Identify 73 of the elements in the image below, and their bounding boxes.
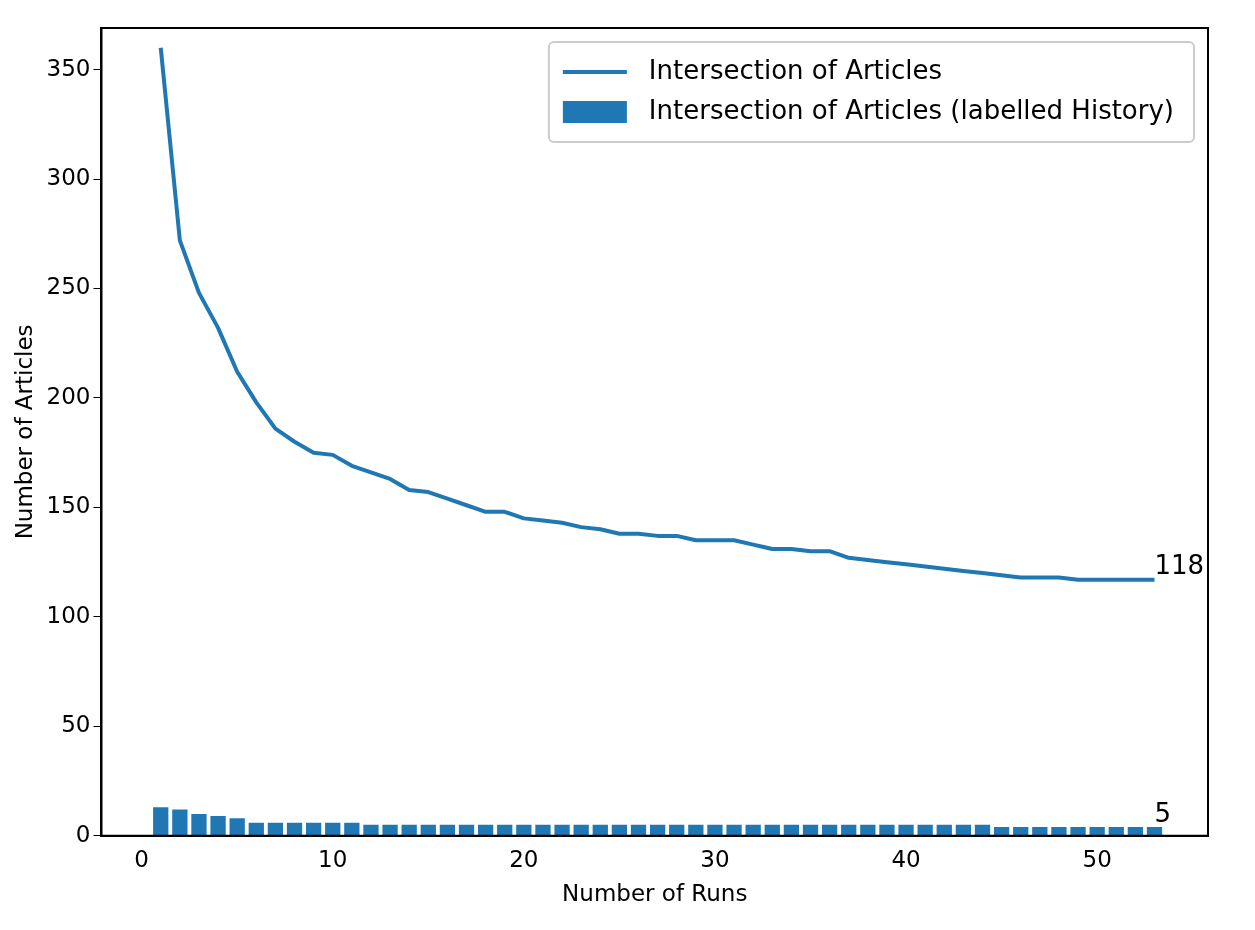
bar [1127, 827, 1144, 836]
bar [764, 824, 780, 836]
y-tick-label: 250 [46, 273, 91, 300]
y-tick-label: 0 [75, 820, 91, 847]
bar [1032, 827, 1048, 836]
y-tick-label: 200 [46, 382, 91, 409]
bar [1051, 827, 1067, 836]
bar [1108, 827, 1124, 836]
x-axis-title: Number of Runs [562, 880, 748, 907]
bar [726, 824, 742, 836]
bar [305, 822, 322, 836]
bar [841, 824, 857, 836]
bar [344, 822, 360, 836]
bar [248, 822, 264, 836]
bar [898, 824, 914, 836]
x-tick-label: 0 [134, 845, 149, 872]
bar [401, 824, 417, 836]
y-tick-label: 350 [46, 54, 91, 81]
bar [191, 813, 207, 836]
bar [745, 824, 761, 836]
bar [420, 824, 436, 836]
bar [497, 824, 513, 836]
x-tick-label: 20 [509, 845, 539, 872]
bar [1089, 827, 1105, 836]
y-tick-label: 150 [46, 492, 91, 519]
bar [1070, 827, 1086, 836]
bar [229, 818, 245, 836]
bar [325, 822, 341, 836]
bar [707, 824, 723, 836]
bar [630, 824, 647, 836]
bar [783, 824, 800, 836]
bar [936, 824, 952, 836]
bar [363, 824, 379, 836]
bar [917, 824, 933, 836]
bar [611, 824, 628, 836]
x-tick-label: 30 [700, 845, 730, 872]
bar [172, 809, 188, 836]
bar [286, 822, 303, 836]
bar [477, 824, 494, 836]
bar [439, 824, 456, 836]
bar [267, 822, 284, 836]
bar [458, 824, 475, 836]
legend-label: Intersection of Articles (labelled History) [648, 94, 1175, 125]
bar [554, 824, 570, 836]
x-tick-label: 40 [891, 845, 921, 872]
bar [669, 824, 685, 836]
y-axis-title: Number of Articles [10, 324, 37, 540]
bar [153, 807, 169, 836]
bar [860, 824, 876, 836]
bar [210, 816, 226, 836]
bar [573, 824, 589, 836]
bar [382, 824, 398, 836]
bar [879, 824, 895, 836]
bar [649, 824, 666, 836]
x-tick-label: 50 [1082, 845, 1112, 872]
legend-label: Intersection of Articles [648, 54, 943, 85]
annotation: 118 [1154, 550, 1205, 581]
bar [974, 824, 991, 836]
bar [592, 824, 608, 836]
bar [1146, 827, 1163, 836]
bar [802, 824, 819, 836]
bar [821, 824, 838, 836]
bar [688, 824, 704, 836]
bar [535, 824, 551, 836]
bar [993, 827, 1010, 836]
y-tick-label: 100 [46, 601, 91, 628]
bar [955, 824, 972, 836]
y-tick-label: 50 [61, 711, 91, 738]
bar [516, 824, 532, 836]
annotation: 5 [1154, 797, 1172, 828]
y-tick-label: 300 [46, 164, 91, 191]
bar [1013, 827, 1029, 836]
x-tick-label: 10 [318, 845, 348, 872]
